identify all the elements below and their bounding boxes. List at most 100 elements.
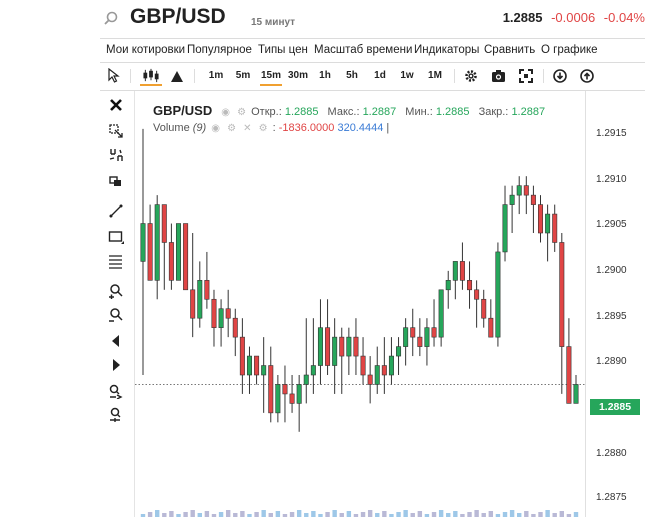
candle-body [296,384,302,404]
rectangle-icon[interactable] [108,229,124,245]
candle [211,289,217,347]
candle-body [573,384,579,404]
toolbar-divider [194,69,195,83]
candle [559,233,565,394]
volume-bar [233,513,238,517]
timeframe-1h[interactable]: 1h [319,70,331,81]
candle [530,185,536,233]
volume-label: Volume [153,122,190,134]
candle [374,346,380,394]
menu-price-types[interactable]: Типы цен [258,44,308,56]
settings-icon[interactable] [464,69,478,83]
price-tick: 1.2880 [596,448,627,459]
clone-icon[interactable] [108,173,124,189]
volume-bar [289,512,295,517]
price-axis[interactable]: 1.2915 1.2910 1.2905 1.2900 1.2895 1.289… [585,91,646,517]
timeframe-1m[interactable]: 1m [208,70,224,81]
volume-bar [424,514,430,517]
candle [261,337,267,413]
settings-icon[interactable]: ⚙ [258,123,268,134]
interval-label: 15 минут [251,17,296,28]
volume-bar [268,513,273,517]
mountain-icon[interactable] [170,69,184,83]
menu-my-quotes[interactable]: Мои котировки [106,44,186,56]
zoom-in-icon[interactable] [108,283,124,299]
menu-time-scale[interactable]: Масштаб времени [314,44,413,56]
timeframe-1w[interactable]: 1w [400,70,414,81]
cursor-icon[interactable] [108,68,120,83]
close-icon[interactable]: ✕ [243,123,252,134]
candle [154,195,160,300]
volume-bar [282,514,288,517]
eye-icon[interactable]: ◉ [221,107,231,118]
gear-icon[interactable]: ⚙ [227,123,237,134]
arrow-right-icon[interactable] [108,357,124,373]
timeframe-1d[interactable]: 1d [374,70,386,81]
timeframe-1M[interactable]: 1M [428,70,442,81]
volume-bar [403,510,408,517]
candle [424,318,430,366]
zoom-out-icon[interactable] [108,307,124,323]
download-icon[interactable] [553,69,567,83]
menu-about-chart[interactable]: О графике [541,44,598,56]
volume-bar [438,510,444,517]
fullscreen-icon[interactable] [519,69,533,83]
candle [246,346,252,394]
candle-body [459,261,465,281]
magnet-icon[interactable] [108,147,124,163]
candle [488,299,494,338]
volume-bar [502,512,508,517]
timeframe-5h[interactable]: 5h [346,70,358,81]
menu-popular[interactable]: Популярное [187,44,252,56]
candle [339,327,345,394]
upload-icon[interactable] [580,69,594,83]
candle [289,375,295,413]
fibonacci-icon[interactable] [108,253,124,269]
volume-bar [247,514,252,517]
candle-body [168,242,174,281]
candle [239,318,245,394]
low-label: Мин.: [405,106,433,118]
trendline-icon[interactable] [108,203,124,219]
candle-body [530,194,536,205]
close-icon[interactable] [108,97,124,113]
magnifier-icon[interactable] [108,407,124,423]
volume-bar [176,514,181,517]
symbol-title[interactable]: GBP/USD [130,5,226,28]
candle-body [225,308,231,319]
candle-body [417,336,423,347]
candle-body [246,355,252,376]
candle [168,223,174,290]
arrow-left-icon[interactable] [108,333,124,349]
menu-indicators[interactable]: Индикаторы [414,44,480,56]
menu-compare[interactable]: Сравнить [484,44,536,56]
high-label: Макс.: [327,106,360,118]
candle [317,299,323,385]
candlestick-chart[interactable] [135,91,585,517]
candle [190,233,196,338]
candle-body [161,204,167,243]
volume-separator: : [272,122,276,134]
volume-bar [183,512,188,517]
candle [396,337,402,375]
candle [353,318,359,375]
gear-icon[interactable]: ⚙ [237,107,247,118]
volume-bar [517,513,522,517]
open-label: Откр.: [251,106,282,118]
candle-body [467,280,473,291]
volume-bar [382,511,387,517]
eye-icon[interactable]: ◉ [211,123,221,134]
candles-icon[interactable] [140,67,162,86]
candle-body [232,317,238,338]
crosshair-icon[interactable] [108,123,124,139]
camera-icon[interactable] [491,69,506,83]
candle-body [388,355,394,376]
timeframe-15m[interactable]: 15m [260,67,282,86]
timeframe-30m[interactable]: 30m [287,70,308,81]
candle-body [239,336,245,376]
search-icon[interactable] [104,11,118,25]
volume-bar [318,514,323,517]
candle-body [424,327,430,347]
timeframe-5m[interactable]: 5m [235,70,251,81]
measure-icon[interactable] [108,383,124,399]
